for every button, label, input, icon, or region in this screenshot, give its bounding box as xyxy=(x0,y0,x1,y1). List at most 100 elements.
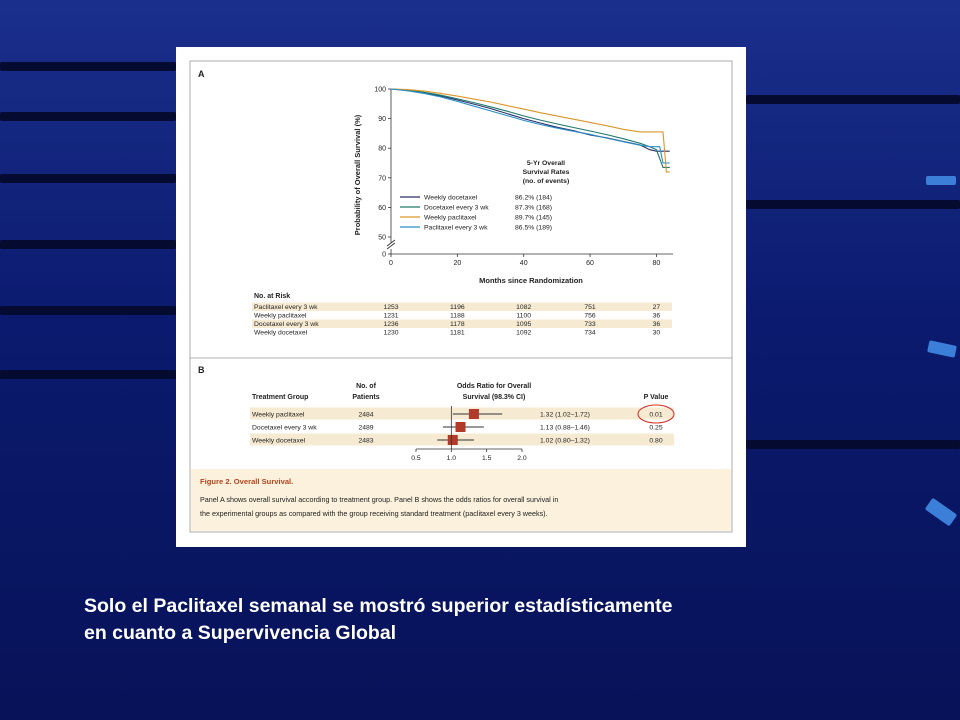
axis-break-mark xyxy=(386,242,396,250)
risk-value: 733 xyxy=(584,321,596,328)
y-tick-label: 100 xyxy=(374,87,386,94)
risk-value: 1178 xyxy=(450,321,465,328)
y-tick-label: 70 xyxy=(378,175,386,182)
risk-value: 1236 xyxy=(383,321,398,328)
header-or-line2: Survival (98.3% CI) xyxy=(463,394,526,401)
figure-frame xyxy=(189,60,733,533)
figure-caption-line: the experimental groups as compared with… xyxy=(200,509,548,518)
risk-value: 756 xyxy=(584,313,596,320)
forest-row-shade xyxy=(250,433,674,446)
risk-value: 27 xyxy=(653,304,661,311)
legend-title-line: 5-Yr Overall xyxy=(527,160,565,167)
p-value-highlight-circle xyxy=(637,404,675,424)
background-stripe xyxy=(746,95,960,104)
y-tick-label: 80 xyxy=(378,146,386,153)
x-tick-label: 80 xyxy=(653,260,661,267)
forest-patients: 2483 xyxy=(358,438,373,445)
risk-value: 1100 xyxy=(516,313,531,320)
header-patients-line2: Patients xyxy=(352,394,379,401)
legend-title-line: (no. of events) xyxy=(523,178,569,185)
forest-x-tick-label: 2.0 xyxy=(517,455,527,462)
forest-plot: Treatment Group No. of Patients Odds Rat… xyxy=(250,383,675,462)
risk-value: 751 xyxy=(584,304,596,311)
survival-chart: Probability of Overall Survival (%) Mont… xyxy=(353,87,673,285)
forest-x-tick-label: 0.5 xyxy=(411,455,421,462)
risk-value: 1231 xyxy=(383,313,398,320)
forest-group-label: Docetaxel every 3 wk xyxy=(252,425,317,432)
risk-value: 36 xyxy=(653,313,661,320)
risk-value: 734 xyxy=(584,330,596,337)
legend-label: Weekly paclitaxel xyxy=(424,215,477,222)
risk-value: 1095 xyxy=(516,321,531,328)
legend-rate: 86.2% (184) xyxy=(515,195,552,202)
ci-text: 1.13 (0.88–1.46) xyxy=(540,425,590,432)
risk-table: No. at Risk Paclitaxel every 3 wk 1253 119… xyxy=(252,293,672,337)
figure-caption-line: Panel A shows overall survival according… xyxy=(200,495,558,504)
risk-value: 1230 xyxy=(383,330,398,337)
odds-ratio-marker xyxy=(447,435,458,445)
forest-row-shade xyxy=(250,407,674,420)
background-stripe xyxy=(746,440,960,449)
caption-box xyxy=(191,469,731,531)
odds-ratio-marker xyxy=(455,422,466,432)
y-tick-label: 50 xyxy=(378,235,386,242)
y-tick-label: 90 xyxy=(378,116,386,123)
header-p-value: P Value xyxy=(644,394,669,401)
series-line-2 xyxy=(390,88,670,173)
x-tick-label: 40 xyxy=(520,260,528,267)
risk-value: 30 xyxy=(653,330,661,337)
risk-row-label: Docetaxel every 3 wk xyxy=(254,321,319,328)
risk-row-shade xyxy=(252,302,672,311)
slide-caption-line2: en cuanto a Supervivencia Global xyxy=(84,622,397,644)
forest-group-label: Weekly paclitaxel xyxy=(252,412,305,419)
risk-value: 36 xyxy=(653,321,661,328)
slide-caption: Solo el Paclitaxel semanal se mostró sup… xyxy=(84,593,884,647)
panel-b-label: B xyxy=(198,365,205,375)
survival-axes: 0 50 60 70 80 90 100 0 20 40 60 80 xyxy=(374,87,673,267)
forest-x-tick-label: 1.5 xyxy=(482,455,492,462)
survival-legend: 5-Yr Overall Survival Rates (no. of even… xyxy=(400,160,570,232)
y-tick-label: 0 xyxy=(382,252,386,259)
forest-group-label: Weekly docetaxel xyxy=(252,438,306,445)
header-or-line1: Odds Ratio for Overall xyxy=(457,383,531,390)
p-value: 0.25 xyxy=(649,425,662,432)
risk-value: 1188 xyxy=(450,313,465,320)
slide-caption-line1: Solo el Paclitaxel semanal se mostró sup… xyxy=(84,595,673,617)
odds-ratio-marker xyxy=(468,409,479,419)
legend-rate: 86.5% (189) xyxy=(515,225,552,232)
legend-label: Weekly docetaxel xyxy=(424,195,478,202)
background-stripe xyxy=(0,370,176,379)
x-tick-label: 20 xyxy=(453,260,461,267)
risk-value: 1092 xyxy=(516,330,531,337)
forest-rows: Weekly paclitaxel 2484 1.32 (1.02–1.72) 0.0… xyxy=(250,404,675,462)
legend-title-line: Survival Rates xyxy=(523,169,570,176)
risk-row-shade xyxy=(252,319,672,328)
ci-text: 1.32 (1.02–1.72) xyxy=(540,412,590,419)
figure-svg: A B Probability of Overall Survival (%) … xyxy=(189,60,733,533)
background-accent xyxy=(927,340,957,358)
background-accent xyxy=(924,497,958,527)
legend-label: Paclitaxel every 3 wk xyxy=(424,225,488,232)
series-line-0 xyxy=(390,88,670,152)
background-stripe xyxy=(0,240,176,249)
p-value: 0.80 xyxy=(649,438,662,445)
x-tick-label: 60 xyxy=(586,260,594,267)
background-stripe xyxy=(0,112,176,121)
background-stripe xyxy=(0,62,176,71)
series-line-3 xyxy=(390,88,670,164)
risk-value: 1082 xyxy=(516,304,531,311)
forest-x-tick-label: 1.0 xyxy=(447,455,457,462)
figure-panel: A B Probability of Overall Survival (%) … xyxy=(176,47,746,547)
forest-patients: 2484 xyxy=(358,412,373,419)
p-value: 0.01 xyxy=(649,412,662,419)
background-stripe xyxy=(746,200,960,209)
header-patients-line1: No. of xyxy=(356,383,376,390)
risk-table-title: No. at Risk xyxy=(254,293,290,300)
y-axis-label: Probability of Overall Survival (%) xyxy=(353,114,362,235)
risk-value: 1253 xyxy=(383,304,398,311)
risk-row-label: Weekly docetaxel xyxy=(254,330,308,337)
forest-patients: 2489 xyxy=(358,425,373,432)
risk-row-label: Paclitaxel every 3 wk xyxy=(254,304,318,311)
panel-a-label: A xyxy=(198,69,205,79)
header-treatment-group: Treatment Group xyxy=(252,394,308,401)
